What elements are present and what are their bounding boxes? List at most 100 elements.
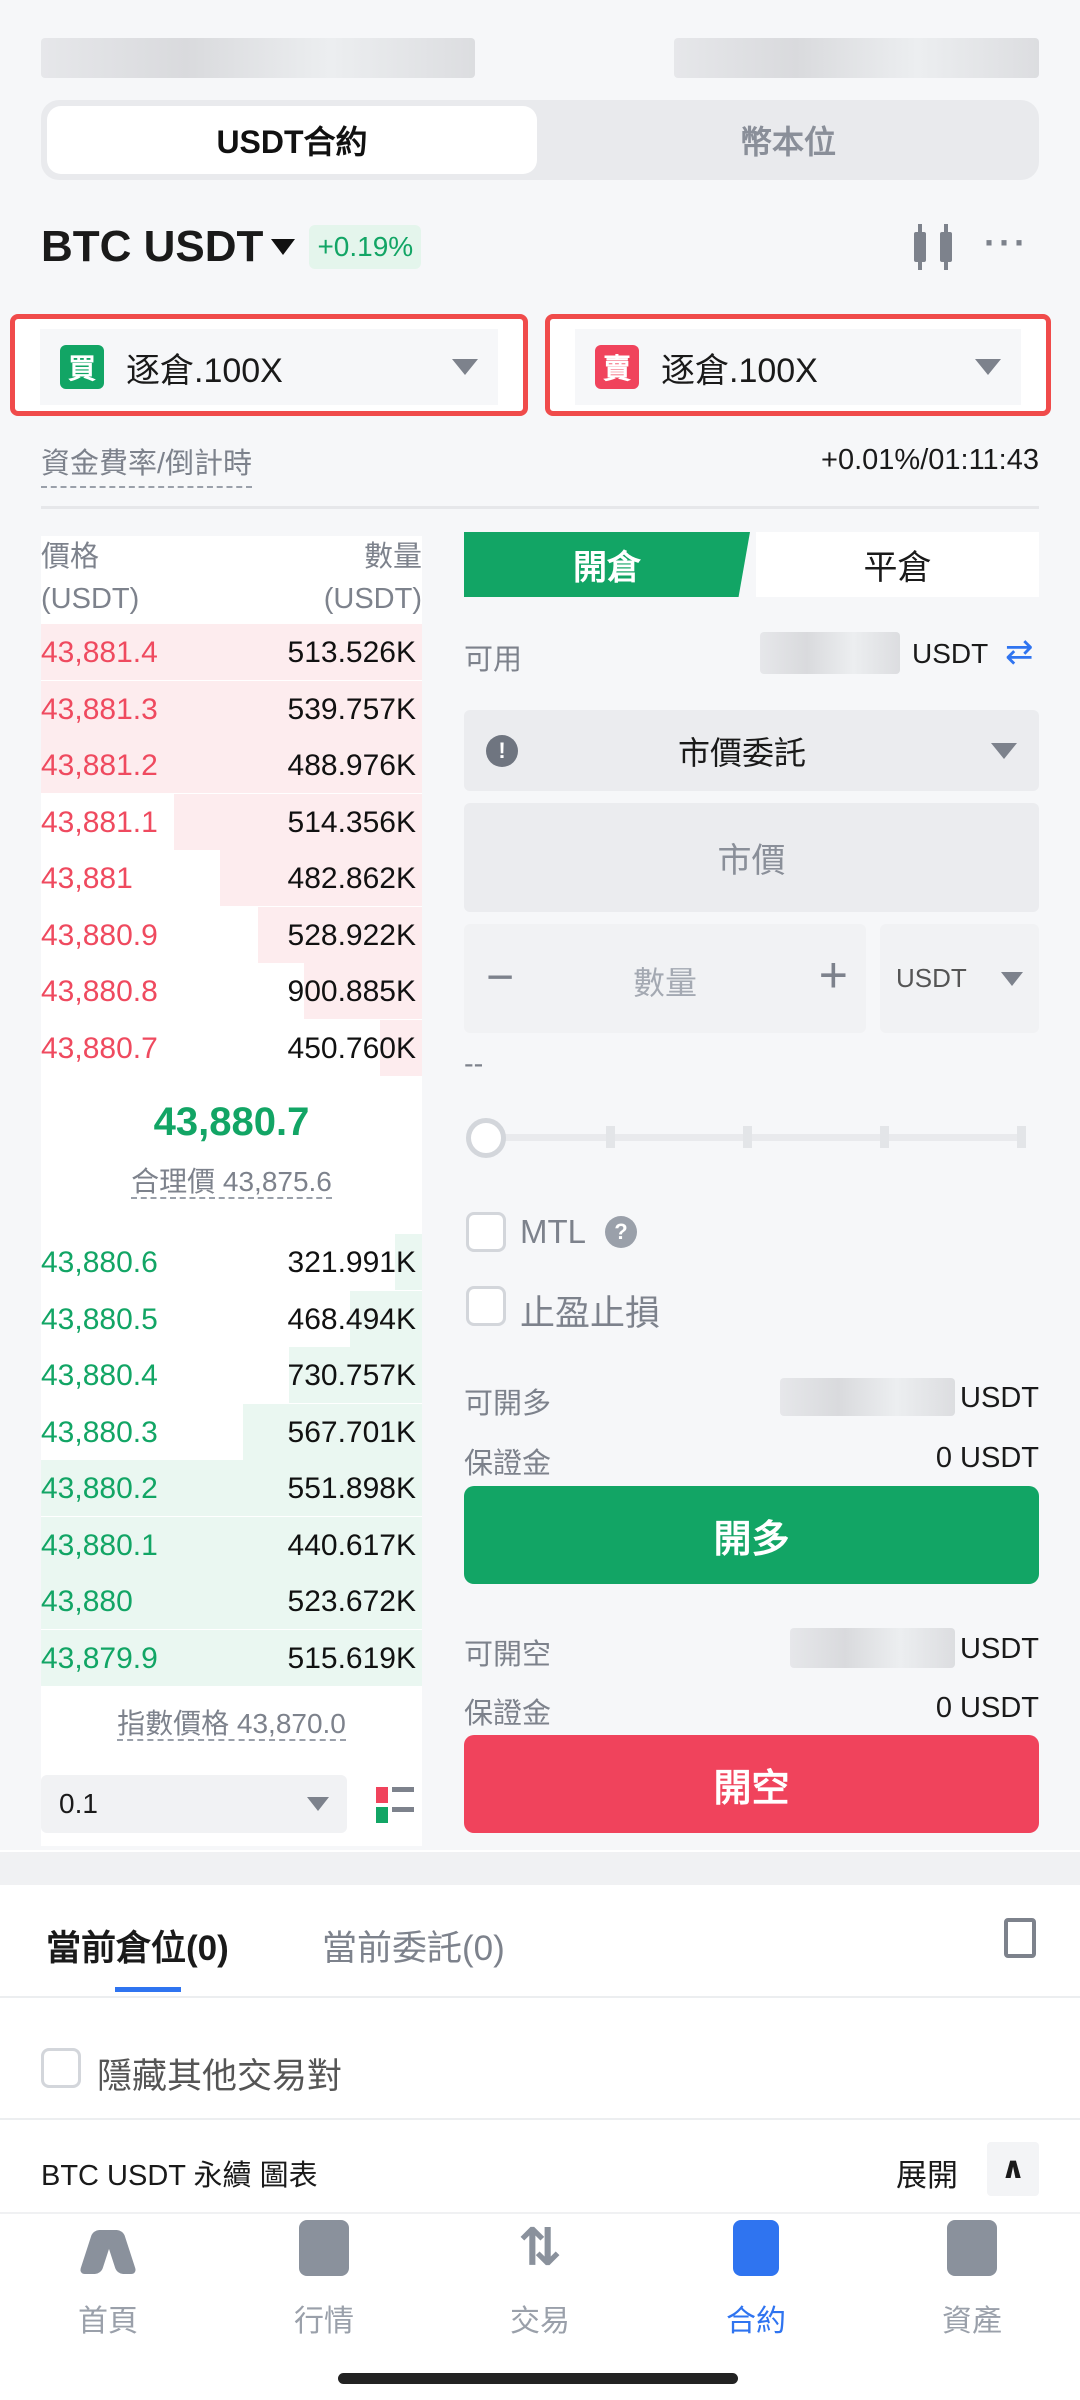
precision-select[interactable]: 0.1 — [41, 1775, 347, 1833]
ask-row[interactable]: 43,881.3 539.757K — [41, 680, 422, 737]
bid-price: 43,880.1 — [41, 1528, 158, 1562]
depth-bar — [41, 737, 422, 793]
price-header: 價格 (USDT) — [41, 541, 140, 615]
hide-others-checkbox[interactable] — [41, 2048, 81, 2088]
short-max-unit: USDT — [960, 1633, 1039, 1665]
bid-price: 43,880.5 — [41, 1302, 158, 1336]
depth-bar — [349, 1290, 422, 1347]
nav-trade[interactable]: ⇅ 交易 — [510, 2219, 570, 2338]
ask-row[interactable]: 43,880.8 900.885K — [41, 963, 422, 1019]
symbol-name: BTC USDT — [41, 222, 264, 271]
minus-icon[interactable]: − — [486, 951, 515, 1004]
tab-usdt-contract[interactable]: USDT合約 — [47, 106, 537, 174]
depth-bar — [288, 1347, 422, 1403]
tab-close-position[interactable]: 平倉 — [756, 532, 1039, 597]
ask-qty: 539.757K — [287, 692, 416, 726]
ask-row[interactable]: 43,880.9 528.922K — [41, 906, 422, 963]
bid-row[interactable]: 43,880.2 551.898K — [41, 1460, 422, 1516]
ask-price: 43,881 — [41, 862, 133, 895]
expand-label[interactable]: 展開 — [896, 2158, 958, 2193]
available-unit: USDT — [912, 638, 989, 669]
depth-bar — [41, 1460, 422, 1516]
bid-row[interactable]: 43,880.3 567.701K — [41, 1403, 422, 1460]
order-type-select[interactable]: ! 市價委託 — [464, 710, 1039, 791]
symbol-selector[interactable]: BTC USDT +0.19% — [41, 222, 422, 272]
status-bar-right — [674, 38, 1039, 78]
more-icon[interactable]: ··· — [984, 222, 1029, 263]
transfer-icon[interactable]: ⇄ — [1005, 633, 1034, 671]
sell-badge: 賣 — [595, 345, 639, 389]
ask-price: 43,880.9 — [41, 918, 158, 952]
ask-qty: 900.885K — [287, 975, 416, 1008]
bid-row[interactable]: 43,879.9 515.619K — [41, 1629, 422, 1686]
bid-qty: 515.619K — [287, 1641, 416, 1675]
bottom-nav — [0, 2212, 1080, 2400]
help-icon[interactable]: ? — [605, 1216, 637, 1248]
depth-bar — [303, 963, 422, 1019]
open-long-button[interactable]: 開多 — [464, 1486, 1039, 1584]
estimate-value: -- — [464, 1048, 484, 1080]
contract-icon — [733, 2220, 779, 2276]
ask-price: 43,881.2 — [41, 749, 158, 782]
nav-assets[interactable]: 資產 — [864, 2220, 1080, 2340]
bid-row[interactable]: 43,880.6 321.991K — [41, 1234, 422, 1290]
buy-leverage-select[interactable]: 買逐倉.100X — [10, 314, 528, 416]
depth-bar — [258, 906, 422, 963]
bid-qty: 567.701K — [287, 1415, 416, 1449]
long-max-unit: USDT — [960, 1382, 1039, 1414]
nav-market[interactable]: 行情 — [216, 2220, 432, 2340]
ask-price: 43,880.7 — [41, 1031, 158, 1065]
tab-current-orders[interactable]: 當前委託(0) — [322, 1929, 505, 1968]
slider-handle[interactable] — [466, 1118, 506, 1158]
positions-section — [0, 1885, 1080, 2205]
ask-row[interactable]: 43,881.1 514.356K — [41, 793, 422, 850]
ask-qty: 528.922K — [287, 918, 416, 952]
mtl-checkbox[interactable] — [466, 1212, 506, 1252]
bid-price: 43,880.4 — [41, 1359, 158, 1392]
tab-open-position[interactable]: 開倉 — [464, 532, 750, 597]
sell-leverage-select[interactable]: 賣逐倉.100X — [545, 314, 1051, 416]
bid-row[interactable]: 43,880 523.672K — [41, 1573, 422, 1629]
candlestick-chart-icon[interactable] — [906, 224, 962, 270]
bid-qty: 730.757K — [287, 1359, 416, 1392]
orderbook-layout-icon[interactable] — [366, 1777, 422, 1833]
nav-contract[interactable]: 合約 — [648, 2220, 864, 2340]
slider-tick[interactable] — [1017, 1126, 1026, 1148]
tab-current-positions[interactable]: 當前倉位(0) — [46, 1929, 229, 1968]
bid-qty: 468.494K — [287, 1302, 416, 1336]
nav-home[interactable]: 首頁 — [0, 2220, 216, 2340]
depth-bar — [220, 850, 422, 906]
bid-row[interactable]: 43,880.5 468.494K — [41, 1290, 422, 1347]
caret-down-icon — [271, 239, 296, 255]
contract-type-tabs: USDT合約 幣本位 — [41, 100, 1039, 180]
ask-row[interactable]: 43,881.4 513.526K — [41, 624, 422, 680]
ask-row[interactable]: 43,880.7 450.760K — [41, 1019, 422, 1076]
tpsl-label: 止盈止損 — [520, 1294, 661, 1333]
funding-rate-label[interactable]: 資金費率/倒計時 — [41, 440, 253, 488]
ask-row[interactable]: 43,881 482.862K — [41, 850, 422, 906]
mtl-label: MTL — [520, 1213, 586, 1250]
document-icon[interactable] — [1004, 1918, 1036, 1958]
depth-bar — [41, 624, 422, 680]
bid-row[interactable]: 43,880.4 730.757K — [41, 1347, 422, 1403]
tab-coin-margined[interactable]: 幣本位 — [739, 124, 836, 160]
plus-icon[interactable]: + — [818, 947, 848, 1003]
bid-qty: 523.672K — [287, 1585, 416, 1618]
quantity-input[interactable]: 數量 — [632, 965, 697, 1001]
chevron-up-icon[interactable]: ∧ — [987, 2142, 1039, 2196]
quantity-stepper[interactable]: − 數量 + — [464, 924, 866, 1033]
chart-title: BTC USDT 永續 圖表 — [41, 2160, 318, 2192]
open-short-button[interactable]: 開空 — [464, 1735, 1039, 1833]
bid-row[interactable]: 43,880.1 440.617K — [41, 1516, 422, 1573]
index-price: 指數價格 43,870.0 — [117, 1708, 346, 1741]
change-badge: +0.19% — [309, 225, 422, 269]
buy-badge: 買 — [60, 345, 104, 389]
ask-row[interactable]: 43,881.2 488.976K — [41, 737, 422, 793]
tpsl-checkbox[interactable] — [466, 1286, 506, 1326]
depth-bar — [380, 1019, 422, 1076]
slider-tick[interactable] — [606, 1126, 615, 1148]
quantity-unit-select[interactable]: USDT — [880, 924, 1039, 1033]
price-input[interactable]: 市價 — [464, 803, 1039, 912]
slider-tick[interactable] — [743, 1126, 752, 1148]
slider-tick[interactable] — [880, 1126, 889, 1148]
